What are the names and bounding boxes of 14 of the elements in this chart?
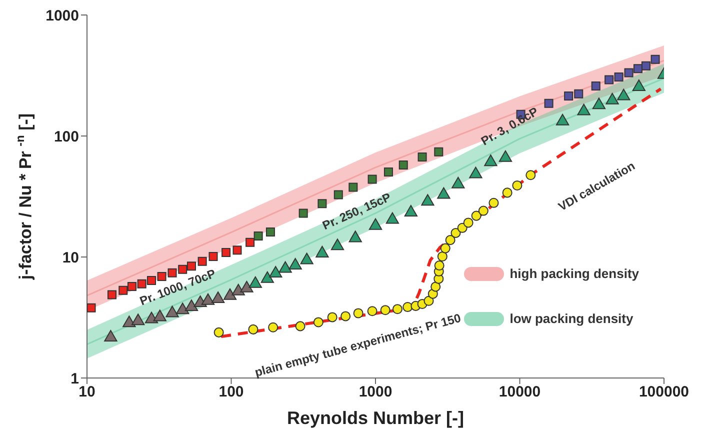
y-tick-label: 1	[70, 370, 79, 388]
y-tick-label: 100	[54, 128, 79, 146]
legend-label: low packing density	[510, 311, 634, 326]
annotation: Pr. 1000, 70cP	[138, 266, 218, 308]
y-tick-label: 10	[62, 249, 79, 266]
x-tick-label: 100000	[638, 384, 690, 401]
x-tick-label: 100	[218, 384, 244, 401]
annotation: Pr. 250, 15cP	[320, 190, 394, 233]
x-tick-label: 1000	[358, 384, 392, 401]
x-axis-title: Reynolds Number [-]	[286, 408, 464, 428]
legend-label: high packing density	[510, 266, 639, 281]
x-tick-label: 10000	[498, 384, 541, 401]
y-tick-label: 1000	[46, 7, 79, 24]
x-tick-label: 10	[78, 384, 96, 401]
